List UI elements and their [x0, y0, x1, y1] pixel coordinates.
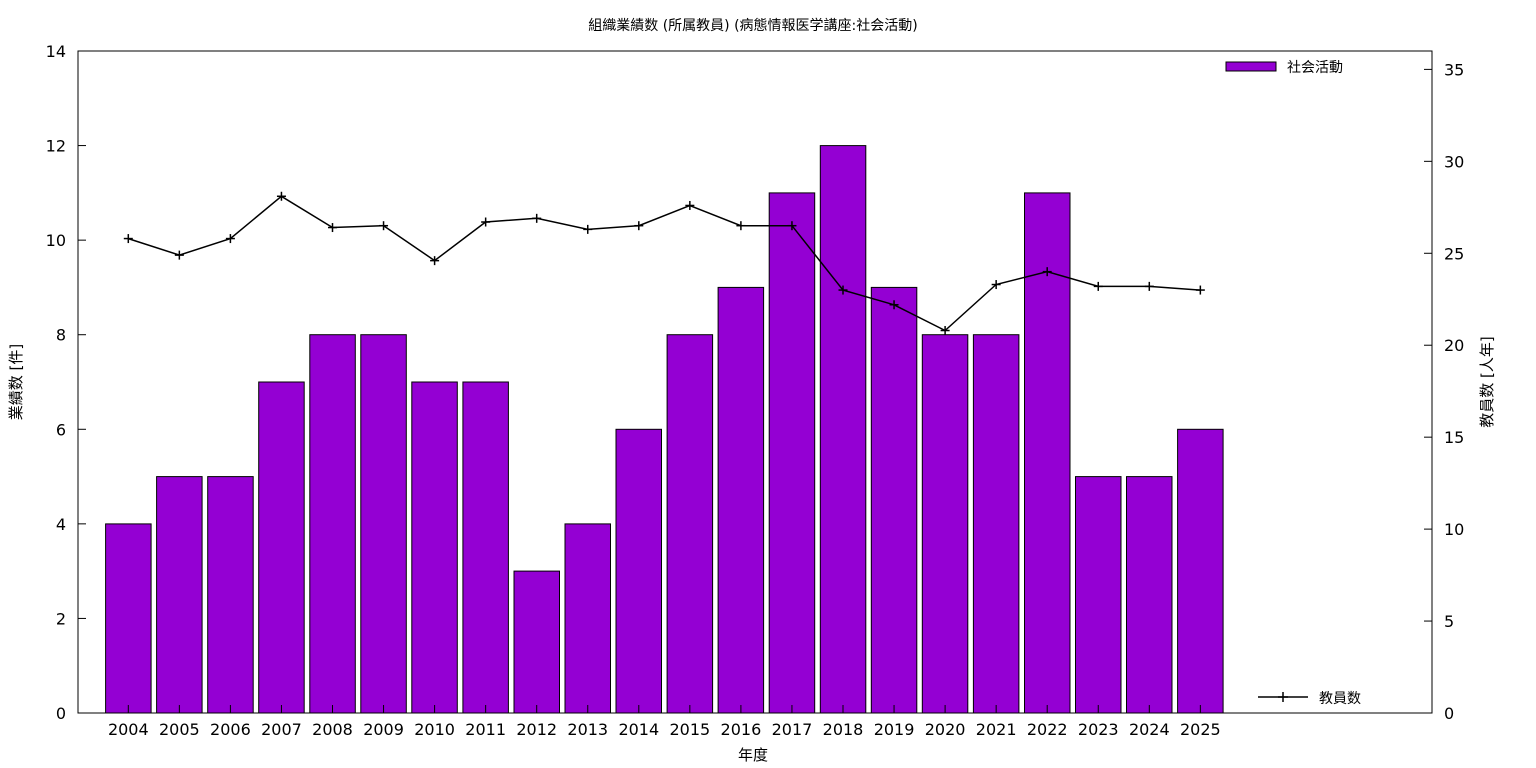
x-tick-label: 2005: [159, 720, 200, 739]
x-tick-label: 2021: [976, 720, 1017, 739]
bar-2004: [105, 523, 152, 714]
bar-2023: [1075, 476, 1122, 714]
legend-line-label: 教員数: [1319, 691, 1361, 707]
faculty-point-2025: [1195, 285, 1205, 295]
faculty-point-2010: [430, 256, 440, 266]
y2-axis-label: 教員数 [人年]: [1478, 336, 1496, 427]
x-tick-label: 2017: [772, 720, 813, 739]
x-tick-label: 2018: [823, 720, 864, 739]
x-tick-label: 2006: [210, 720, 251, 739]
y-tick-label: 10: [46, 231, 66, 250]
legend-bar: 社会活動: [1225, 60, 1343, 76]
y-axis-label: 業績数 [件]: [7, 344, 25, 420]
legend-bar-swatch: [1225, 61, 1277, 72]
y-tick-label: 6: [56, 420, 66, 439]
bar-2007: [258, 381, 305, 714]
x-tick-label: 2020: [925, 720, 966, 739]
faculty-point-2008: [328, 223, 337, 233]
y2-tick-label: 10: [1444, 520, 1464, 539]
bar-2020: [921, 334, 969, 714]
y2-tick-label: 5: [1444, 612, 1454, 631]
faculty-point-2013: [583, 224, 593, 234]
x-tick-label: 2016: [721, 720, 762, 739]
y2-tick-label: 25: [1444, 244, 1464, 263]
bar-2016: [717, 286, 765, 714]
x-tick-label: 2014: [618, 720, 659, 739]
legend-bar-label: 社会活動: [1287, 60, 1343, 76]
x-tick-label: 2007: [261, 720, 302, 739]
bar-2017: [768, 192, 816, 714]
y2-tick-label: 0: [1444, 704, 1454, 723]
x-tick-label: 2012: [516, 720, 557, 739]
bar-2011: [462, 381, 509, 714]
x-tick-label: 2009: [363, 720, 404, 739]
x-tick-label: 2022: [1027, 720, 1068, 739]
y2-tick-label: 20: [1444, 336, 1464, 355]
x-tick-label: 2008: [312, 720, 353, 739]
bar-2019: [870, 286, 918, 714]
y-axis-right: 0 5 10 15 20 25 30 35: [1424, 60, 1464, 723]
bar-layer: [105, 145, 1224, 714]
y-tick-label: 2: [56, 609, 66, 628]
y-tick-label: 12: [46, 137, 66, 156]
x-tick-label: 2010: [414, 720, 455, 739]
y-tick-label: 0: [56, 704, 66, 723]
faculty-point-2016: [736, 221, 746, 231]
bar-2014: [615, 428, 662, 714]
x-tick-label: 2025: [1180, 720, 1221, 739]
faculty-point-2011: [481, 217, 491, 227]
x-axis: 2004 2005 2006 2007 2008 2009 2010 2011 2012 2013…: [108, 705, 1221, 739]
x-tick-label: 2019: [874, 720, 915, 739]
bar-2015: [666, 334, 714, 714]
faculty-point-2006: [225, 234, 235, 244]
faculty-point-2012: [532, 213, 542, 223]
faculty-point-2024: [1144, 281, 1154, 291]
bar-2009: [360, 334, 407, 714]
chart-title: 組織業績数 (所属教員) (病態情報医学講座:社会活動): [588, 18, 917, 34]
bar-2025: [1177, 428, 1224, 714]
x-tick-label: 2011: [465, 720, 506, 739]
y-axis-left: 0 2 4 6 8 10 12 14: [46, 42, 86, 723]
plot-frame: [77, 50, 1433, 714]
faculty-point-2022: [1042, 267, 1052, 277]
faculty-point-2020: [940, 326, 950, 336]
bar-2006: [207, 476, 254, 714]
line-layer: [123, 191, 1205, 336]
faculty-point-2017: [787, 221, 797, 231]
faculty-point-2021: [991, 280, 1001, 290]
faculty-point-2007: [276, 191, 286, 201]
y-tick-label: 14: [46, 42, 66, 61]
faculty-point-2009: [379, 221, 389, 231]
bar-2008: [309, 334, 356, 714]
faculty-count-line: [128, 195, 1201, 332]
x-tick-label: 2024: [1129, 720, 1170, 739]
x-axis-label: 年度: [738, 746, 768, 764]
faculty-point-2014: [634, 221, 644, 231]
y-tick-label: 4: [56, 515, 66, 534]
bar-2013: [564, 523, 611, 714]
bar-2010: [411, 381, 458, 714]
x-tick-label: 2015: [669, 720, 710, 739]
y-tick-label: 8: [56, 326, 66, 345]
faculty-point-2005: [174, 250, 184, 260]
y2-tick-label: 15: [1444, 428, 1464, 447]
y2-tick-label: 30: [1444, 152, 1464, 171]
bar-2022: [1024, 192, 1071, 714]
bar-2012: [513, 570, 560, 714]
faculty-point-2023: [1093, 281, 1103, 291]
bar-2024: [1126, 476, 1173, 714]
bar-2005: [156, 476, 203, 714]
y2-tick-label: 35: [1444, 60, 1464, 79]
faculty-point-2019: [889, 300, 899, 310]
bar-2018: [819, 145, 867, 714]
faculty-point-2015: [685, 200, 695, 210]
bar-2021: [972, 334, 1020, 714]
legend-line: 教員数: [1258, 691, 1361, 707]
x-tick-label: 2013: [567, 720, 608, 739]
x-tick-label: 2004: [108, 720, 149, 739]
faculty-point-2018: [838, 285, 848, 295]
faculty-point-2004: [123, 234, 133, 244]
x-tick-label: 2023: [1078, 720, 1119, 739]
